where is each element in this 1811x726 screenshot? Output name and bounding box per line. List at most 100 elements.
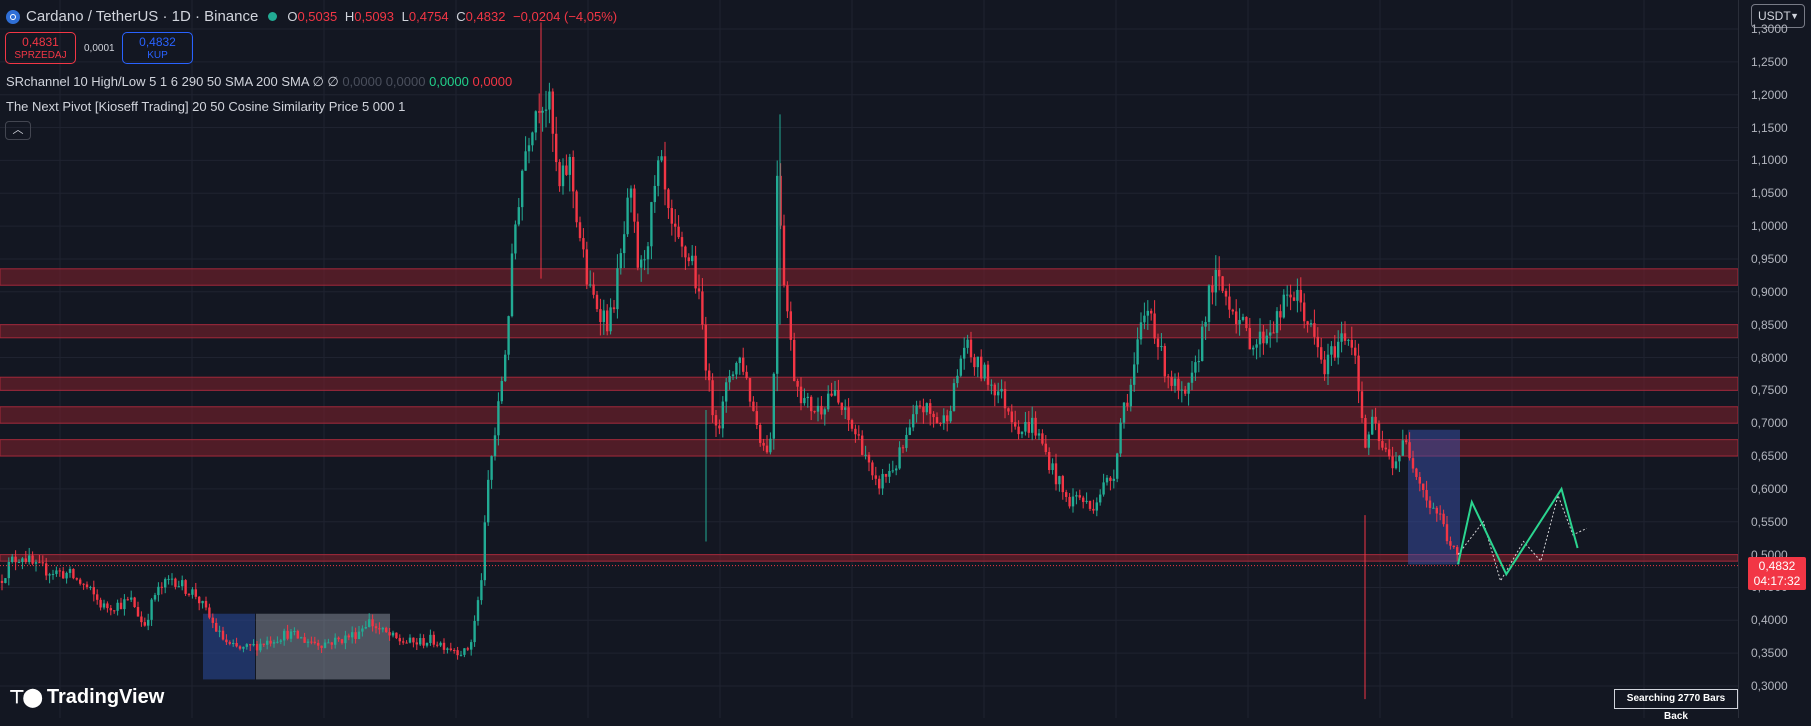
price-axis-label: 0,4000 [1751,613,1788,628]
tradingview-logo[interactable]: ⊤⬤ TradingView [9,686,164,709]
candle-body [337,637,340,640]
chevron-up-icon: ︿ [12,124,24,136]
candle-body [497,401,500,436]
candle-body [1394,461,1398,469]
candle-body [225,639,228,643]
candle-body [918,405,922,407]
candle-body [514,224,517,254]
candle-body [1309,323,1313,325]
candle-body [602,310,605,322]
candle-body [446,648,449,650]
candle-body [79,579,82,584]
price-chart[interactable] [0,0,1738,718]
candle-body [113,610,116,612]
price-axis-label: 1,2000 [1751,87,1788,102]
candle-body [432,634,435,645]
candle-body [1235,311,1238,325]
candle-body [347,635,350,638]
candle-body [442,642,446,650]
candle-body [728,376,731,383]
candle-body [578,222,582,239]
candle-body [517,207,520,225]
trade-buttons: 0,4831 SPRZEDAJ 0,0001 0,4832 KUP [5,32,193,64]
candle-body [544,109,548,111]
indicator-srchannel[interactable]: SRchannel 10 High/Low 5 1 6 290 50 SMA 2… [6,74,512,90]
candle-body [1061,476,1064,493]
candle-body [119,602,123,610]
candle-body [1255,344,1258,348]
candle-body [599,309,602,322]
symbol-title[interactable]: Cardano / TetherUS · 1D · Binance [26,8,259,25]
candle-body [150,599,153,620]
candle-body [1286,294,1289,296]
price-axis[interactable]: 1,3000 1,2500 1,2000 1,1500 1,1000 1,0500 1,00… [1738,0,1811,718]
candle-body [123,599,126,610]
candle-body [245,644,248,647]
cardano-logo-icon [6,9,20,24]
candle-body [1282,294,1285,318]
candle-body [1340,333,1343,342]
sell-button[interactable]: 0,4831 SPRZEDAJ [5,32,76,64]
candle-body [1000,388,1003,392]
candle-body [238,646,242,649]
candle-body [177,586,180,588]
candle-body [58,570,61,572]
candle-body [1354,347,1357,356]
symbol-legend[interactable]: Cardano / TetherUS · 1D · Binance O0,503… [6,8,621,25]
candle-body [439,642,442,646]
candle-body [1401,440,1404,456]
candle-body [82,583,85,585]
price-axis-label: 0,9500 [1751,251,1788,266]
candle-body [1037,433,1041,436]
candle-body [524,151,527,171]
candle-body [381,627,384,630]
candle-body [133,597,136,608]
candle-body [534,111,537,133]
candle-body [925,403,928,413]
candle-body [1347,339,1350,341]
candle-body [96,594,99,600]
candle-body [317,642,320,646]
candle-body [895,468,898,471]
candle-body [912,414,915,428]
candle-body [184,580,187,594]
candle-body [619,253,622,269]
candle-body [997,391,1000,396]
srchannel-dim-values: 0,0000 0,0000 [342,74,426,89]
candle-body [232,643,235,645]
collapse-indicators-button[interactable]: ︿ [5,121,31,140]
candle-body [191,589,194,595]
candle-body [660,156,663,161]
candle-body [942,415,945,424]
candle-body [4,578,7,583]
candle-body [1343,333,1347,341]
candle-body [1136,339,1139,365]
candle-body [65,572,68,579]
price-axis-label: 0,7500 [1751,383,1788,398]
sr-zone [0,406,1738,424]
candle-body [874,475,877,479]
candle-body [1303,302,1306,322]
current-pattern-highlight [1408,429,1460,565]
candle-body [718,425,721,429]
candle-body [976,356,979,368]
candle-body [1265,335,1268,344]
candle-body [731,374,735,377]
candle-body [1211,285,1214,293]
buy-button[interactable]: 0,4832 KUP [122,32,193,64]
candle-body [429,634,432,644]
candle-body [310,641,313,643]
candle-body [680,237,684,247]
candle-body [1126,402,1129,407]
candle-body [1105,477,1109,483]
candle-body [89,587,92,589]
candle-body [555,133,558,163]
candle-body [694,255,697,289]
currency-selector[interactable]: USDT ▼ [1751,4,1805,28]
similar-pattern-line [1457,493,1587,583]
candle-body [650,202,653,247]
candle-body [153,595,157,600]
candle-body [351,632,354,638]
indicator-next-pivot[interactable]: The Next Pivot [Kioseff Trading] 20 50 C… [6,99,405,114]
candle-body [1374,416,1377,424]
